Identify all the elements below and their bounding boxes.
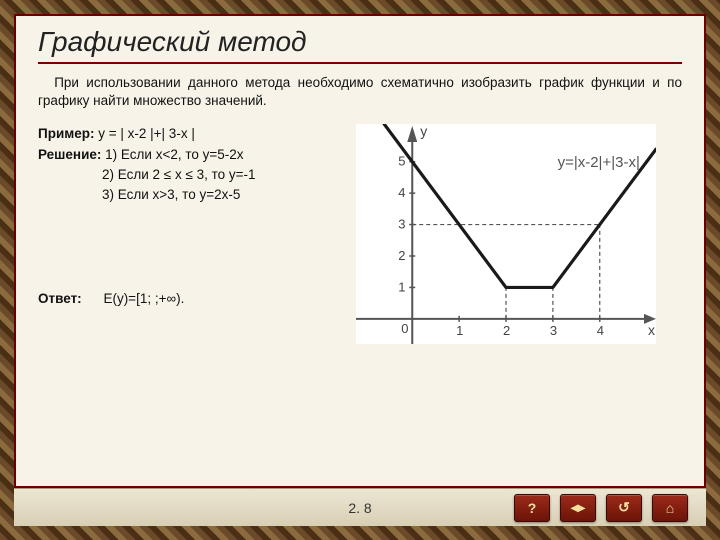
svg-text:2: 2 (503, 323, 510, 338)
svg-text:4: 4 (597, 323, 604, 338)
solution-line-3: 3) Если x>3, то y=2x-5 (38, 185, 338, 205)
answer-label: Ответ: (38, 291, 82, 306)
home-button[interactable]: ⌂ (652, 494, 688, 522)
page-title: Графический метод (38, 26, 682, 64)
graph-formula-label: y=|x-2|+|3-x| (558, 154, 640, 171)
help-button[interactable]: ? (514, 494, 550, 522)
content-row: Пример: y = | x-2 |+| 3-x | Решение: 1) … (38, 124, 682, 354)
svg-text:1: 1 (456, 323, 463, 338)
example-label: Пример: (38, 126, 95, 141)
solution-line-1: 1) Если x<2, то y=5-2x (105, 147, 243, 162)
solution-label: Решение: (38, 147, 101, 162)
svg-text:1: 1 (398, 280, 405, 295)
solution-block: Решение: 1) Если x<2, то y=5-2x (38, 145, 338, 165)
intro-text: При использовании данного метода необход… (38, 74, 682, 110)
answer-line: Ответ: E(y)=[1; ;+∞). (38, 289, 338, 309)
example-formula: y = | x-2 |+| 3-x | (98, 126, 195, 141)
svg-text:5: 5 (398, 154, 405, 169)
nav-buttons: ? ◂▸ ↺ ⌂ (514, 494, 688, 522)
example-column: Пример: y = | x-2 |+| 3-x | Решение: 1) … (38, 124, 338, 309)
example-line: Пример: y = | x-2 |+| 3-x | (38, 124, 338, 144)
page-number: 2. 8 (348, 500, 371, 516)
svg-text:2: 2 (398, 248, 405, 263)
svg-text:3: 3 (398, 217, 405, 232)
svg-text:0: 0 (401, 321, 408, 336)
answer-text: E(y)=[1; ;+∞). (103, 291, 184, 306)
footer-bar: 2. 8 ? ◂▸ ↺ ⌂ (14, 488, 706, 526)
svg-text:x: x (648, 322, 655, 338)
content-panel: Графический метод При использовании данн… (14, 14, 706, 488)
solution-line-2: 2) Если 2 ≤ x ≤ 3, то y=-1 (38, 165, 338, 185)
chart-area: x y 0 1 2 3 4 1 2 3 4 5 y=|x-2|+|3-x| (356, 124, 682, 354)
svg-text:4: 4 (398, 186, 405, 201)
svg-text:3: 3 (550, 323, 557, 338)
reload-button[interactable]: ↺ (606, 494, 642, 522)
nav-prev-next-button[interactable]: ◂▸ (560, 494, 596, 522)
svg-text:y: y (420, 124, 427, 139)
